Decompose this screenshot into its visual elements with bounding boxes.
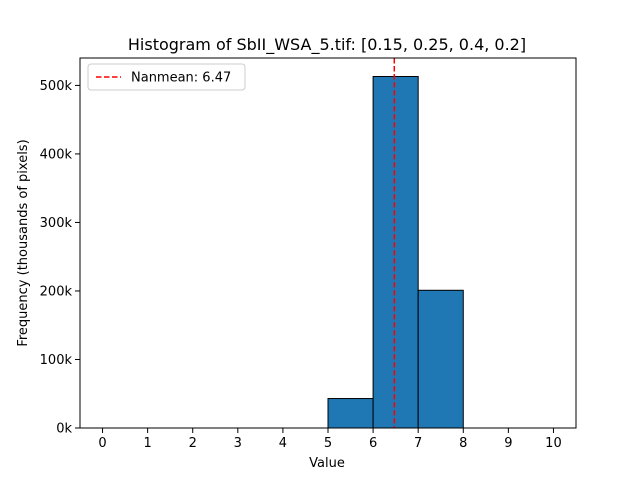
y-tick-label-500000: 500k — [40, 79, 73, 94]
y-tick-label-300000: 300k — [40, 216, 73, 231]
histogram-bar-6-7 — [372, 76, 419, 429]
x-tick-label-10: 10 — [545, 436, 562, 451]
x-tick-label-2: 2 — [189, 436, 197, 451]
chart-title: Histogram of SbII_WSA_5.tif: [0.15, 0.25… — [128, 35, 526, 55]
x-tick-label-6: 6 — [369, 436, 377, 451]
plot-frame — [79, 57, 577, 429]
y-tick-label-0: 0k — [56, 422, 72, 437]
x-tick-label-8: 8 — [459, 436, 467, 451]
legend-box — [87, 63, 246, 91]
y-tick-label-200000: 200k — [40, 284, 73, 299]
x-tick-label-0: 0 — [98, 436, 106, 451]
x-tick-label-7: 7 — [414, 436, 422, 451]
x-axis: 0 1 2 3 4 5 6 7 8 9 10 — [98, 428, 562, 451]
histogram-bars — [327, 76, 464, 429]
x-tick-label-1: 1 — [143, 436, 151, 451]
histogram-bar-5-6 — [327, 398, 374, 429]
y-axis-label: Frequency (thousands of pixels) — [16, 139, 31, 346]
legend-mean-label: Nanmean: 6.47 — [131, 71, 231, 86]
x-tick-label-3: 3 — [234, 436, 242, 451]
legend: Nanmean: 6.47 — [87, 63, 246, 91]
y-axis: 0k 100k 200k 300k 400k 500k — [40, 79, 80, 437]
x-tick-label-4: 4 — [279, 436, 287, 451]
x-tick-label-9: 9 — [504, 436, 512, 451]
y-tick-label-400000: 400k — [40, 147, 73, 162]
y-tick-label-100000: 100k — [40, 353, 73, 368]
x-axis-label: Value — [309, 456, 345, 471]
x-tick-label-5: 5 — [324, 436, 332, 451]
histogram-bar-7-8 — [417, 289, 464, 429]
